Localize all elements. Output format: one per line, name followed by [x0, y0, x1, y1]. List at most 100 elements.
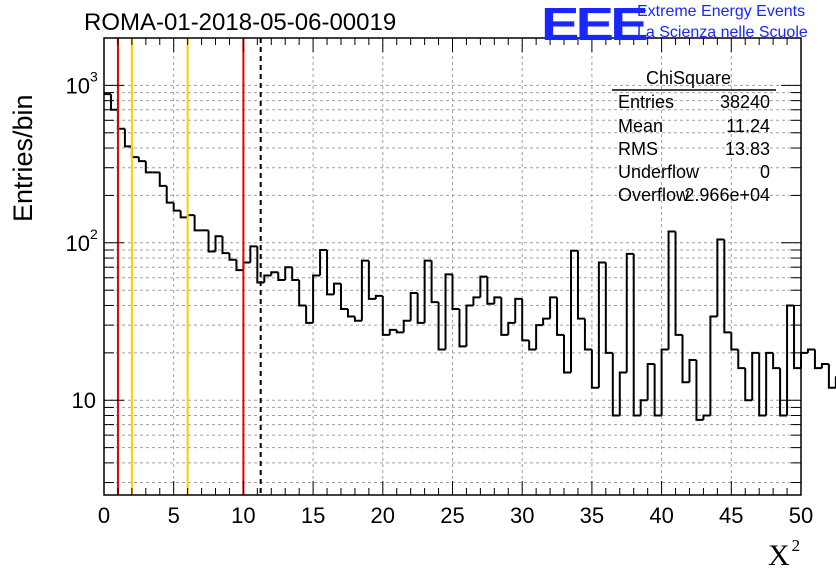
stats-key: Underflow	[618, 162, 699, 183]
histogram-bin	[515, 299, 522, 323]
x-axis-label-superscript: 2	[792, 536, 801, 555]
histogram-bin	[264, 275, 271, 282]
histogram-bin	[216, 236, 223, 251]
histogram-bin	[418, 293, 425, 323]
histogram-bin	[139, 157, 146, 161]
histogram-bin	[473, 297, 480, 305]
histogram-bin	[550, 297, 557, 318]
y-tick-label: 10	[72, 388, 96, 413]
stats-value: 38240	[720, 92, 770, 113]
histogram-bin	[236, 260, 243, 270]
histogram-bin	[320, 250, 327, 275]
histogram-bin	[731, 332, 738, 349]
histogram-bin	[480, 277, 487, 298]
histogram-bin	[822, 364, 829, 368]
histogram-bin	[278, 272, 285, 280]
histogram-bin	[466, 305, 473, 346]
y-tick-exponent: 3	[90, 68, 98, 84]
logo-line-1: Extreme Energy Events	[637, 3, 805, 21]
eee-logo: EEE	[541, 1, 645, 47]
x-tick-label: 45	[719, 503, 743, 528]
histogram-bin	[689, 360, 696, 382]
histogram-bin	[306, 305, 313, 322]
x-tick-label: 0	[98, 503, 110, 528]
histogram-bin	[794, 305, 801, 368]
histogram-bin	[111, 94, 118, 110]
histogram-bin	[146, 161, 153, 172]
histogram-bin	[766, 353, 773, 416]
x-axis-label-text: X	[768, 539, 790, 572]
histogram-bin	[334, 284, 341, 295]
histogram-bin	[613, 353, 620, 416]
histogram-bin	[648, 364, 655, 400]
histogram-bin	[529, 340, 536, 349]
histogram-bin	[606, 262, 613, 352]
histogram-bin	[125, 129, 132, 147]
histogram-bin	[620, 373, 627, 416]
histogram-bin	[313, 275, 320, 322]
histogram-bin	[773, 353, 780, 368]
histogram-bin	[376, 296, 383, 299]
histogram-bin	[271, 272, 278, 275]
histogram-bin	[578, 251, 585, 319]
histogram-bin	[557, 297, 564, 335]
histogram-bin	[195, 215, 202, 230]
histogram-bin	[808, 350, 815, 353]
histogram-bin	[397, 330, 404, 332]
histogram-bin	[787, 305, 794, 415]
histogram-bin	[724, 239, 731, 332]
x-tick-label: 15	[301, 503, 325, 528]
stats-value: 0	[760, 162, 770, 183]
y-tick-label: 10	[66, 73, 90, 98]
x-tick-label: 25	[440, 503, 464, 528]
histogram-bin	[383, 296, 390, 335]
stats-key: RMS	[618, 139, 658, 160]
stats-row-mean: Mean 11.24	[610, 116, 770, 138]
histogram-bin	[327, 250, 334, 294]
histogram-bin	[536, 325, 543, 349]
histogram-bin	[703, 415, 710, 419]
histogram-bin	[369, 261, 376, 299]
histogram-bin	[348, 309, 355, 317]
histogram-bin	[543, 319, 550, 326]
histogram-bin	[683, 335, 690, 382]
histogram-bin	[209, 230, 216, 251]
x-tick-label: 35	[580, 503, 604, 528]
histogram-bin	[501, 297, 508, 335]
histogram-bin	[627, 254, 634, 373]
histogram-bin	[676, 231, 683, 334]
histogram-bin	[250, 246, 257, 262]
histogram-bin	[815, 350, 822, 369]
histogram-bin	[299, 280, 306, 305]
x-tick-label: 10	[231, 503, 255, 528]
histogram-bin	[453, 274, 460, 309]
histogram-bin	[229, 253, 236, 260]
x-tick-label: 40	[649, 503, 673, 528]
stats-row-overflow: Overflow 2.966e+04	[610, 185, 770, 207]
stats-row-underflow: Underflow 0	[610, 162, 770, 184]
histogram-bin	[188, 215, 195, 217]
histogram-bin	[355, 317, 362, 321]
histogram-bin	[459, 309, 466, 346]
histogram-bin	[571, 251, 578, 373]
histogram-bin	[222, 236, 229, 253]
histogram-bin	[390, 330, 397, 335]
page-title: ROMA-01-2018-05-06-00019	[84, 9, 396, 37]
histogram-bin	[167, 186, 174, 203]
histogram-bin	[425, 261, 432, 323]
vertical-lines-layer	[118, 38, 261, 495]
stats-key: Overflow	[618, 185, 689, 206]
histogram-bin	[780, 368, 787, 415]
histogram-bin	[829, 364, 836, 388]
stats-box-title: ChiSquare	[646, 68, 731, 89]
y-axis-label: Entries/bin	[8, 94, 39, 222]
stats-row-entries: Entries 38240	[610, 92, 770, 114]
x-tick-label: 30	[510, 503, 534, 528]
histogram-bin	[745, 368, 752, 400]
histogram-bin	[738, 350, 745, 369]
histogram-bin	[592, 350, 599, 388]
stats-value: 11.24	[726, 116, 770, 137]
stats-key: Mean	[618, 116, 663, 137]
histogram-bin	[160, 172, 167, 185]
y-tick-label: 10	[66, 231, 90, 256]
